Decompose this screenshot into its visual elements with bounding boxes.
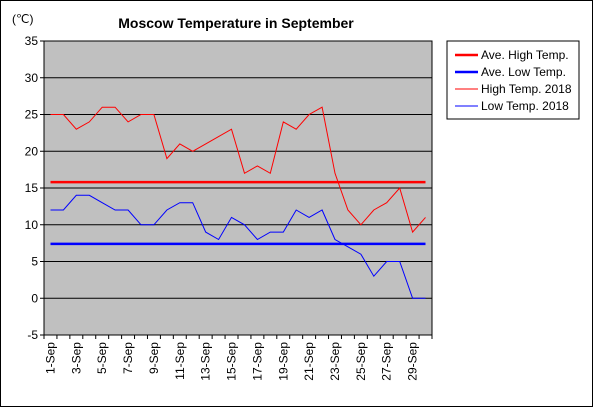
series-line-4: [50, 194, 426, 299]
series-lines: [50, 106, 426, 299]
y-axis-unit: (℃): [12, 12, 33, 26]
x-tick-label: 5-Sep: [95, 342, 109, 374]
legend-label-1: Ave. High Temp.: [481, 48, 569, 62]
legend-label-2: Ave. Low Temp.: [481, 65, 566, 79]
x-tick-label: 21-Sep: [302, 342, 316, 381]
legend-items: Ave. High Temp. Ave. Low Temp. High Temp. …: [455, 48, 572, 113]
y-tick-label: -5: [27, 328, 38, 342]
x-tick-label: 25-Sep: [354, 342, 368, 381]
y-tick-label: 25: [25, 108, 39, 122]
y-tick-label: 35: [25, 34, 39, 48]
y-tick-label: 20: [25, 144, 39, 158]
x-tick-label: 13-Sep: [199, 342, 213, 381]
chart-title: Moscow Temperature in September: [118, 15, 354, 31]
legend-label-3: High Temp. 2018: [481, 82, 572, 96]
x-tick-label: 17-Sep: [250, 342, 264, 381]
x-tick-label: 15-Sep: [225, 342, 239, 381]
y-tick-label: 0: [31, 291, 38, 305]
x-tick-label: 7-Sep: [121, 342, 135, 374]
x-tick-label: 3-Sep: [69, 342, 83, 374]
x-axis-ticks: 1-Sep 3-Sep 5-Sep 7-Sep 9-Sep 11-Sep 13-Sep 15-…: [43, 335, 433, 381]
x-tick-label: 19-Sep: [276, 342, 290, 381]
y-axis-ticks: -5 0 5 10 15 20 25 30 35: [25, 34, 44, 342]
x-tick-label: 1-Sep: [43, 342, 57, 374]
x-tick-label: 23-Sep: [328, 342, 342, 381]
x-tick-label: 9-Sep: [147, 342, 161, 374]
x-tick-label: 29-Sep: [406, 342, 420, 381]
series-line-3: [50, 106, 426, 234]
x-tick-label: 11-Sep: [173, 342, 187, 380]
y-tick-label: 15: [25, 181, 39, 195]
legend-label-4: Low Temp. 2018: [481, 99, 569, 113]
x-tick-label: 27-Sep: [380, 342, 394, 381]
y-tick-label: 30: [25, 71, 39, 85]
y-tick-label: 10: [25, 218, 39, 232]
y-tick-label: 5: [31, 255, 38, 269]
